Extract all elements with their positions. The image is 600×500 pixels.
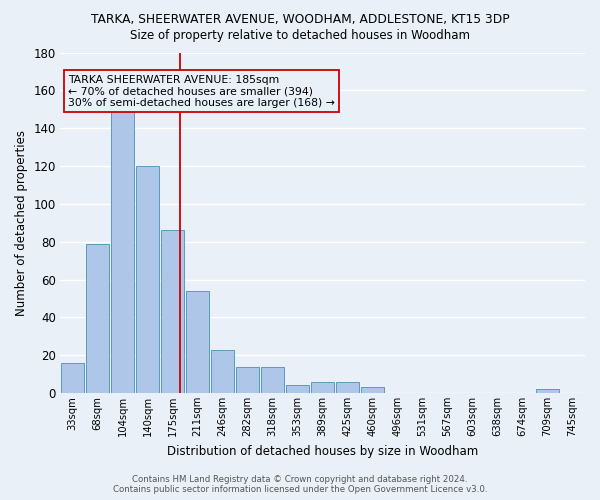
Bar bbox=[361, 388, 385, 393]
Bar bbox=[61, 362, 85, 393]
Text: Size of property relative to detached houses in Woodham: Size of property relative to detached ho… bbox=[130, 29, 470, 42]
Bar bbox=[335, 382, 359, 393]
Bar bbox=[236, 366, 259, 393]
X-axis label: Distribution of detached houses by size in Woodham: Distribution of detached houses by size … bbox=[167, 444, 478, 458]
Text: TARKA SHEERWATER AVENUE: 185sqm
← 70% of detached houses are smaller (394)
30% o: TARKA SHEERWATER AVENUE: 185sqm ← 70% of… bbox=[68, 74, 335, 108]
Bar bbox=[111, 110, 134, 393]
Bar bbox=[286, 386, 310, 393]
Bar bbox=[311, 382, 334, 393]
Bar bbox=[161, 230, 184, 393]
Text: Contains HM Land Registry data © Crown copyright and database right 2024.
Contai: Contains HM Land Registry data © Crown c… bbox=[113, 474, 487, 494]
Bar bbox=[260, 366, 284, 393]
Bar bbox=[185, 291, 209, 393]
Bar bbox=[536, 389, 559, 393]
Y-axis label: Number of detached properties: Number of detached properties bbox=[15, 130, 28, 316]
Bar bbox=[211, 350, 235, 393]
Bar bbox=[136, 166, 160, 393]
Text: TARKA, SHEERWATER AVENUE, WOODHAM, ADDLESTONE, KT15 3DP: TARKA, SHEERWATER AVENUE, WOODHAM, ADDLE… bbox=[91, 12, 509, 26]
Bar bbox=[86, 244, 109, 393]
